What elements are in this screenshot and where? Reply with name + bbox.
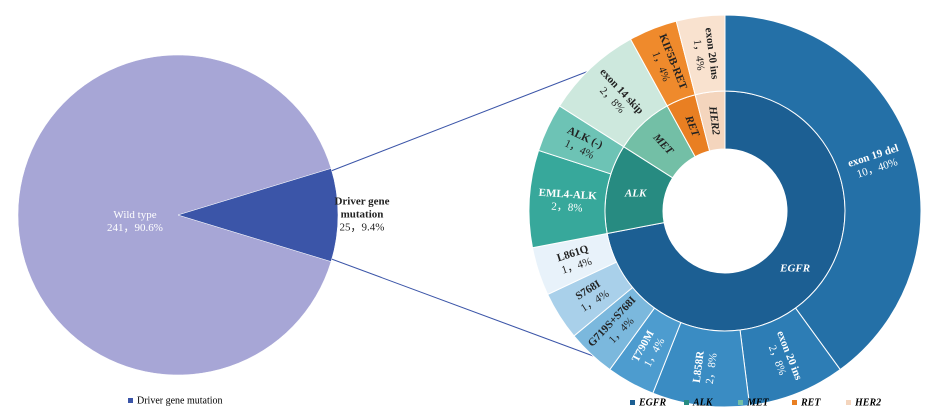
outer-segment: [675, 14, 726, 96]
legend-label: RET: [800, 397, 821, 408]
outer-name: EML4-ALK: [538, 187, 597, 203]
pie-slice: [177, 168, 339, 262]
legend-label: Driver gene mutation: [137, 395, 223, 406]
legend-swatch: [792, 400, 797, 405]
slice-label: Wild type 241，90.6%: [90, 209, 180, 235]
legend-swatch: [846, 400, 851, 405]
outer-value: 2，8%: [704, 352, 720, 384]
legend-swatch: [738, 400, 743, 405]
pie-slice: [17, 54, 332, 376]
outer-value: 2，8%: [551, 201, 583, 215]
inner-label: EGFR: [779, 263, 810, 275]
legend-swatch: [684, 400, 689, 405]
connector: [317, 253, 605, 361]
outer-segment: [724, 14, 922, 371]
legend-swatch: [128, 398, 133, 403]
slice-value: 25，9.4%: [339, 221, 385, 234]
legend-label: MET: [746, 397, 770, 408]
slice-label: Driver gene mutation 25，9.4%: [327, 196, 397, 235]
legend-swatch: [630, 400, 635, 405]
outer-value: 1，4%: [691, 39, 707, 71]
slice-value: 241，90.6%: [107, 222, 163, 234]
legend-label: EGFR: [638, 397, 667, 408]
inner-label: HER2: [706, 105, 722, 136]
legend-label: ALK: [692, 397, 714, 408]
legend-label: HER2: [854, 397, 881, 408]
outer-name: L858R: [691, 349, 707, 383]
slice-name: Wild type: [113, 209, 157, 221]
slice-name: Driver gene mutation: [334, 195, 390, 221]
inner-label: ALK: [624, 187, 647, 199]
